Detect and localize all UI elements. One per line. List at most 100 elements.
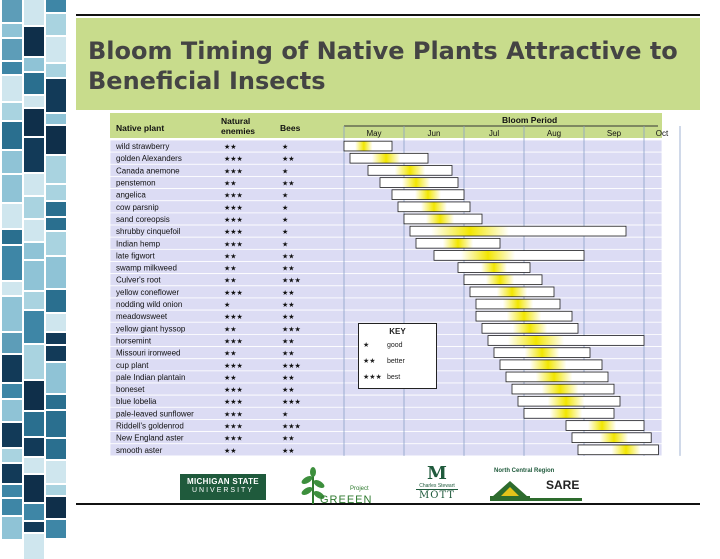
strip-block	[46, 333, 66, 344]
month-label: Aug	[547, 129, 561, 138]
bloom-bar	[571, 432, 652, 443]
bloom-bar	[415, 237, 501, 249]
bloom-bar	[397, 201, 471, 213]
strip-block	[46, 156, 66, 183]
bees-rating: ★★★	[282, 398, 301, 406]
bloom-bar	[475, 310, 573, 322]
strip-block	[46, 257, 66, 288]
key-label-good: good	[386, 342, 403, 349]
strip-block	[46, 79, 66, 112]
header-natural: Natural	[221, 116, 250, 126]
bloom-bar	[469, 286, 555, 298]
enemies-rating: ★★★	[224, 228, 243, 236]
strip-block	[46, 395, 66, 409]
strip-block	[46, 363, 66, 393]
key-title: KEY	[389, 327, 406, 336]
project-green-logo: Project GREEEN	[298, 466, 384, 506]
bees-rating: ★★	[282, 180, 295, 188]
bloom-bar	[517, 395, 621, 407]
strip-block	[2, 384, 22, 398]
bloom-bar	[403, 213, 483, 225]
strip-block	[24, 438, 44, 456]
barn-icon	[490, 481, 530, 498]
enemies-rating: ★★★	[224, 386, 243, 394]
sprout-icon	[301, 467, 325, 504]
enemies-rating: ★★	[224, 277, 237, 285]
bottom-rule	[76, 503, 700, 505]
strip-block	[24, 261, 44, 290]
strip-block	[46, 202, 66, 216]
strip-block	[46, 411, 66, 437]
header-native-plant: Native plant	[116, 123, 164, 133]
table-row-bg	[109, 200, 663, 214]
strip-block	[2, 175, 22, 202]
strip-block	[2, 204, 22, 228]
strip-block	[46, 461, 66, 483]
enemies-rating: ★	[224, 301, 230, 309]
strip-block	[2, 122, 22, 149]
plant-name: nodding wild onion	[116, 300, 182, 309]
bees-rating: ★★★	[282, 325, 301, 333]
top-rule	[76, 14, 700, 16]
bloom-bar	[505, 371, 609, 383]
bees-rating: ★★★	[282, 362, 301, 370]
plant-name: boneset	[116, 385, 145, 394]
bees-rating: ★★	[282, 252, 295, 260]
bees-rating: ★★	[282, 447, 295, 455]
sare-logo: North Central Region SARE	[488, 468, 586, 502]
bees-rating: ★	[282, 228, 288, 236]
strip-block	[2, 0, 22, 22]
msu-logo: MICHIGAN STATE UNIVERSITY	[180, 474, 266, 500]
bloom-bar	[343, 140, 393, 152]
enemies-rating: ★★	[224, 447, 237, 455]
bees-rating: ★★	[282, 337, 295, 345]
enemies-rating: ★★	[224, 265, 237, 273]
month-label: Oct	[656, 129, 669, 138]
bees-rating: ★	[282, 240, 288, 248]
strip-block	[46, 346, 66, 361]
strip-block	[24, 174, 44, 195]
strip-block	[24, 0, 44, 25]
bloom-bar	[391, 189, 465, 200]
plant-name: Missouri ironweed	[116, 349, 180, 358]
month-label: Jul	[489, 129, 499, 138]
key-label-better: better	[386, 358, 405, 365]
strip-block	[46, 37, 66, 62]
strip-block	[46, 485, 66, 495]
enemies-rating: ★★★	[224, 216, 243, 224]
strip-block	[2, 103, 22, 120]
month-label: Sep	[607, 129, 622, 138]
strip-block	[46, 0, 66, 12]
enemies-rating: ★★★	[224, 240, 243, 248]
plant-name: meadowsweet	[116, 312, 168, 321]
bees-rating: ★★	[282, 350, 295, 358]
strip-block	[46, 126, 66, 154]
bloom-bar	[433, 250, 585, 261]
mott-name: MOTT	[416, 489, 458, 501]
strip-block	[24, 27, 44, 56]
strip-block	[2, 355, 22, 382]
enemies-rating: ★★★	[224, 167, 243, 175]
plant-name: cup plant	[116, 361, 149, 370]
mott-small-text: Charles Stewart	[419, 483, 455, 489]
bees-rating: ★	[282, 143, 288, 151]
bees-rating: ★	[282, 192, 288, 200]
strip-block	[46, 497, 66, 518]
bloom-bar	[481, 323, 579, 334]
strip-block	[2, 230, 22, 244]
sare-region-text: North Central Region	[494, 468, 555, 474]
table-row-bg	[109, 309, 663, 323]
bees-rating: ★	[282, 167, 288, 175]
plant-name: penstemon	[116, 179, 156, 188]
strip-block	[24, 504, 44, 520]
strip-block	[2, 517, 22, 539]
enemies-rating: ★★★	[224, 313, 243, 321]
bloom-bar	[409, 225, 627, 237]
strip-block	[24, 381, 44, 410]
enemies-rating: ★★★	[224, 155, 243, 163]
bloom-bar	[379, 177, 459, 188]
strip-block	[2, 423, 22, 447]
enemies-rating: ★★★	[224, 398, 243, 406]
bees-rating: ★	[282, 216, 288, 224]
plant-name: angelica	[116, 191, 146, 200]
